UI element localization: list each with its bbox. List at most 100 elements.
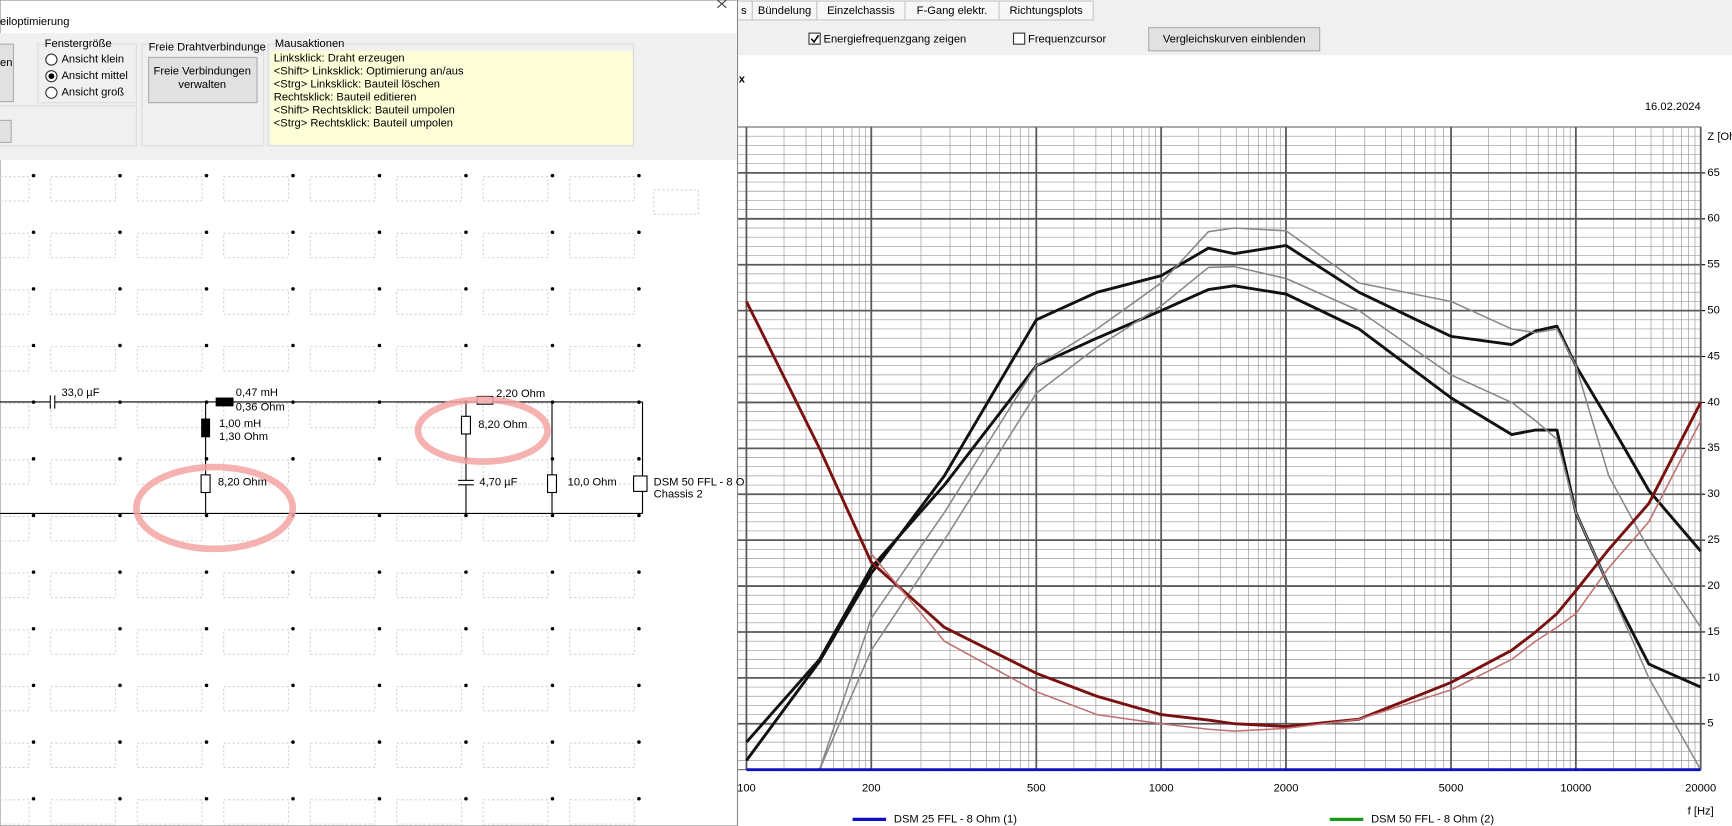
grid-cell [50,572,117,599]
grid-cell [50,232,117,259]
grid-cell [50,459,117,485]
grid-cell [309,346,376,372]
grid-cell [396,742,463,769]
grid-cell [136,402,203,429]
button[interactable] [0,43,14,103]
grid-cell [569,572,636,599]
grid-dot [637,173,641,178]
grid-dot [464,513,468,518]
button[interactable] [0,119,12,144]
grid-cell [0,629,30,655]
button[interactable] [148,56,258,104]
grid-dot [550,796,555,801]
component-label: DSM 50 FFL - 8 O [654,477,745,489]
y-axis-label: Z [Ohm] [1707,131,1732,143]
grid-cell [569,346,636,372]
close-icon[interactable] [717,0,727,9]
tab-label: s [741,5,747,17]
grid-dot [377,796,382,801]
y-tick-label: 50 [1707,305,1719,317]
grid-cell [0,402,30,429]
grid-cell [482,629,549,655]
grid-dot [377,683,382,688]
y-tick-label: 40 [1707,396,1719,408]
grid-dot [118,740,122,744]
series-line [818,227,1702,770]
checkbox[interactable] [808,32,821,45]
grid-cell [309,232,376,259]
tab-label: Richtungsplots [1010,5,1084,17]
highlight-circle [132,463,297,553]
grid-cell [136,346,203,372]
grid-cell [482,176,549,202]
grid-cell [0,742,30,769]
grid-dot [291,570,295,574]
white-gap [458,480,474,485]
grid-dot [464,287,468,291]
grid-dot [637,796,641,801]
grid-cell [309,402,376,429]
grid-cell [223,232,290,259]
component-label: 8,20 Ohm [478,419,527,431]
grid-dot [377,287,382,291]
grid-cell [309,685,376,712]
grid-dot [204,230,209,234]
help-line: <Shift> Rechtsklick: Bauteil umpolen [274,105,455,117]
grid-cell [569,799,636,825]
x-tick-label: 1000 [1149,782,1174,794]
grid-cell [136,289,203,315]
grid-cell [50,685,117,712]
legend-label: DSM 25 FFL - 8 Ohm (1) [894,813,1017,825]
grid-cell [482,516,549,542]
grid-cell [569,232,636,259]
grid-cell [396,572,463,599]
grid-cell [396,629,463,655]
help-box [270,50,633,145]
radio-label: Ansicht mittel [61,70,127,82]
grid-dot [31,173,36,178]
grid-dot [204,740,209,744]
grid-dot [291,230,295,234]
grid-cell [309,799,376,825]
tab[interactable] [998,0,1094,21]
grid-cell [569,685,636,712]
grid-dot [204,173,209,178]
grid-cell [0,176,30,202]
grid-dot [118,287,122,291]
group-label: Mausaktionen [275,38,344,50]
checkbox[interactable] [1012,32,1026,45]
compare-button[interactable] [1148,27,1321,52]
group-box [267,43,635,147]
grid-dot [31,287,36,291]
help-line: Linksklick: Draht erzeugen [274,53,405,65]
grid-cell [309,289,376,315]
grid-dot [550,173,555,178]
component-label: 8,20 Ohm [218,477,267,489]
help-line: <Strg> Linksklick: Bauteil löschen [274,79,440,91]
grid-cell [0,459,30,485]
grid-dot [637,513,641,518]
grid-dot [550,513,555,518]
button-label: en [0,57,12,69]
grid-dot [550,287,555,291]
grid-dot [204,627,209,631]
grid-cell [396,459,463,485]
grid-cell [223,402,290,429]
x-tick-label: 20000 [1685,782,1716,794]
component-label: 1,00 mH [219,418,261,430]
grid-dot [118,513,122,518]
grid-cell [569,176,636,202]
grid-cell [136,685,203,712]
chart-title: ox [732,73,746,85]
grid-cell [50,346,117,372]
grid-cell [223,572,290,599]
radio-button[interactable] [45,53,58,66]
grid-dot [31,683,36,688]
grid-cell [396,799,463,825]
grid-dot [31,513,36,518]
tab-label: F-Gang elektr. [917,5,988,17]
grid-dot [291,457,295,461]
grid-cell [0,685,30,712]
radio-button[interactable] [45,86,58,99]
grid-cell [569,629,636,655]
